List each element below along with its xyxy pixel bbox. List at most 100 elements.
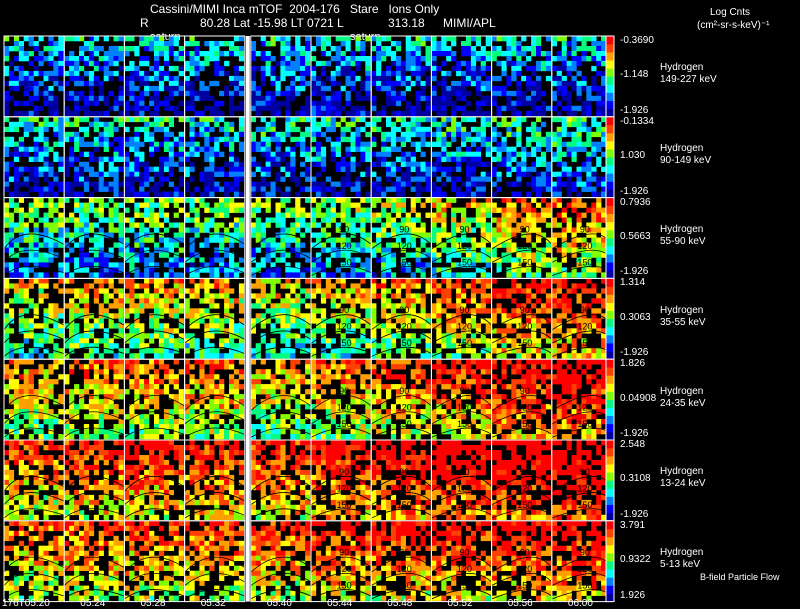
- heatmap-cell: [98, 207, 104, 213]
- heatmap-cell: [209, 283, 215, 289]
- heatmap-cell: [74, 293, 80, 299]
- heatmap-cell: [300, 51, 306, 57]
- heatmap-cell: [64, 171, 70, 177]
- heatmap-cell: [209, 207, 215, 213]
- heatmap-cell: [465, 181, 472, 187]
- heatmap-cell: [591, 131, 597, 138]
- heatmap-cell: [28, 171, 34, 177]
- heatmap-cell: [64, 272, 70, 278]
- heatmap-cell: [315, 75, 322, 82]
- heatmap-cell: [431, 308, 437, 314]
- heatmap-cell: [28, 278, 34, 284]
- heatmap-cell: [465, 323, 472, 329]
- heatmap-cell: [204, 217, 210, 223]
- heatmap-cell: [74, 338, 80, 344]
- heatmap-cell: [395, 293, 402, 299]
- heatmap-cell: [311, 161, 317, 167]
- heatmap-cell: [311, 338, 317, 344]
- heatmap-cell: [340, 85, 346, 92]
- heatmap-cell: [163, 105, 170, 112]
- heatmap-cell: [420, 298, 426, 304]
- heatmap-cell: [290, 95, 296, 102]
- contour-line: [431, 233, 492, 250]
- heatmap-cell: [340, 338, 346, 344]
- heatmap-cell: [270, 283, 276, 289]
- heatmap-cell: [38, 288, 44, 294]
- heatmap-cell: [571, 237, 577, 243]
- heatmap-cell: [280, 222, 286, 228]
- heatmap-cell: [13, 186, 20, 192]
- heatmap-cell: [23, 272, 29, 278]
- heatmap-cell: [270, 353, 276, 359]
- heatmap-cell: [410, 308, 416, 314]
- heatmap-cell: [219, 90, 225, 97]
- heatmap-cell: [561, 207, 567, 213]
- heatmap-cell: [330, 348, 336, 354]
- heatmap-cell: [168, 338, 174, 344]
- heatmap-cell: [511, 146, 517, 152]
- heatmap-cell: [591, 46, 597, 52]
- heatmap-cell: [501, 121, 507, 128]
- heatmap-cell: [295, 36, 301, 42]
- heatmap-cell: [526, 191, 532, 197]
- heatmap-cell: [561, 46, 567, 52]
- heatmap-cell: [551, 257, 557, 263]
- heatmap-cell: [129, 328, 135, 334]
- heatmap-cell: [43, 323, 49, 329]
- heatmap-cell: [350, 343, 356, 349]
- heatmap-cell: [69, 328, 75, 334]
- heatmap-cell: [214, 151, 220, 157]
- contour-line: [250, 330, 312, 344]
- heatmap-cell: [410, 333, 416, 339]
- heatmap-cell: [320, 353, 327, 359]
- heatmap-cell: [420, 303, 426, 309]
- heatmap-cell: [566, 90, 572, 97]
- heatmap-cell: [465, 343, 472, 349]
- heatmap-cell: [320, 110, 327, 117]
- heatmap-cell: [365, 60, 371, 67]
- heatmap-cell: [38, 105, 44, 112]
- heatmap-cell: [465, 308, 472, 314]
- heatmap-cell: [224, 60, 230, 67]
- heatmap-cell: [501, 60, 507, 67]
- heatmap-cell: [571, 227, 577, 233]
- heatmap-cell: [178, 131, 184, 138]
- heatmap-cell: [154, 318, 160, 324]
- heatmap-cell: [229, 46, 235, 52]
- heatmap-cell: [441, 80, 447, 87]
- heatmap-cell: [470, 191, 477, 197]
- heatmap-cell: [436, 80, 442, 87]
- heatmap-cell: [149, 131, 155, 138]
- heatmap-cell: [465, 131, 472, 138]
- heatmap-cell: [168, 116, 174, 123]
- heatmap-cell: [103, 100, 109, 107]
- heatmap-cell: [420, 308, 426, 314]
- heatmap-cell: [233, 191, 240, 197]
- heatmap-cell: [420, 176, 426, 182]
- heatmap-cell: [178, 343, 184, 349]
- heatmap-cell: [536, 252, 542, 258]
- heatmap-cell: [250, 323, 256, 329]
- heatmap-cell: [545, 146, 552, 152]
- heatmap-cell: [390, 186, 397, 192]
- heatmap-cell: [355, 65, 361, 72]
- heatmap-cell: [511, 181, 517, 187]
- heatmap-cell: [250, 318, 256, 324]
- heatmap-cell: [465, 257, 472, 263]
- heatmap-cell: [214, 293, 220, 299]
- heatmap-cell: [158, 252, 165, 258]
- heatmap-cell: [144, 131, 150, 138]
- heatmap-cell: [320, 313, 327, 319]
- heatmap-cell: [566, 116, 572, 123]
- heatmap-cell: [325, 343, 331, 349]
- heatmap-cell: [456, 176, 462, 182]
- heatmap-cell: [108, 121, 114, 128]
- heatmap-cell: [480, 348, 486, 354]
- heatmap-cell: [475, 90, 481, 97]
- heatmap-cell: [209, 313, 215, 319]
- heatmap-cell: [43, 166, 49, 172]
- heatmap-cell: [501, 252, 507, 258]
- heatmap-cell: [390, 56, 397, 62]
- heatmap-cell: [531, 46, 537, 52]
- heatmap-cell: [139, 242, 145, 248]
